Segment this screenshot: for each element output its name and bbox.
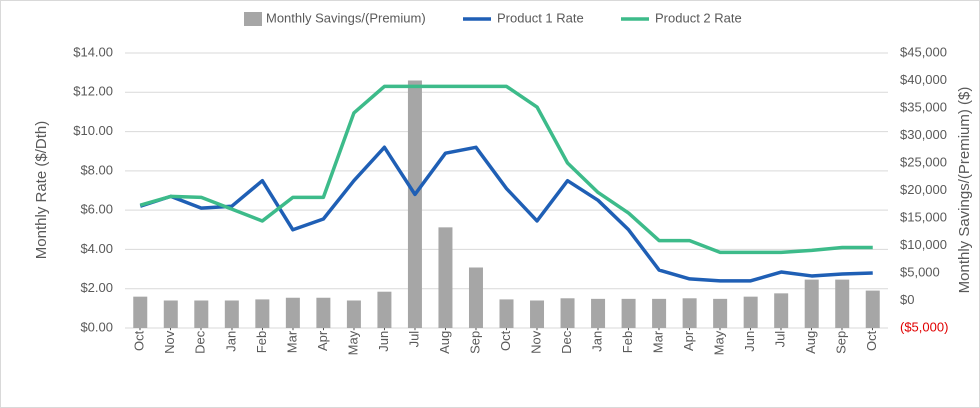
y-tick-label: $6.00 (80, 202, 113, 217)
legend-label: Monthly Savings/(Premium) (266, 10, 426, 25)
bar (133, 296, 148, 328)
bar (194, 300, 209, 328)
bar (530, 300, 545, 328)
bar (652, 298, 667, 328)
bar (346, 300, 361, 328)
bar (224, 300, 239, 328)
bar (468, 267, 483, 328)
y2-axis-label: Monthly Savings/(Premium) ($) (956, 87, 973, 294)
y2-tick-label: $35,000 (900, 99, 947, 114)
bar (163, 300, 178, 328)
bar (285, 297, 300, 328)
bar (438, 227, 453, 328)
y-axis-label: Monthly Rate ($/Dth) (33, 121, 50, 259)
bar (255, 299, 270, 328)
bar (621, 298, 636, 328)
legend-label: Product 2 Rate (655, 10, 742, 25)
y-tick-label: $4.00 (80, 241, 113, 256)
bar (865, 290, 880, 328)
bar (377, 291, 392, 328)
y2-tick-label: $45,000 (900, 44, 947, 59)
bar (774, 293, 789, 328)
y2-tick-label: $0 (900, 292, 914, 307)
bar (743, 296, 758, 328)
y-tick-label: $8.00 (80, 162, 113, 177)
bar (682, 298, 697, 328)
y2-tick-label: $30,000 (900, 127, 947, 142)
y-tick-label: $10.00 (73, 123, 113, 138)
y2-tick-label: $40,000 (900, 72, 947, 87)
y-tick-label: $0.00 (80, 319, 113, 334)
y-tick-label: $2.00 (80, 280, 113, 295)
bar (560, 298, 575, 328)
bar (591, 298, 606, 328)
line-series (139, 84, 873, 255)
bar (407, 80, 422, 328)
y-tick-label: $12.00 (73, 84, 113, 99)
legend-label: Product 1 Rate (497, 10, 584, 25)
y2-tick-label: $5,000 (900, 264, 940, 279)
bar (499, 299, 514, 328)
bar (804, 279, 819, 328)
bar (713, 298, 728, 328)
y2-tick-label: $20,000 (900, 182, 947, 197)
line-series (139, 145, 873, 283)
y2-tick-label: $25,000 (900, 154, 947, 169)
y2-tick-label: $15,000 (900, 209, 947, 224)
bar (316, 297, 331, 328)
y2-tick-label: ($5,000) (900, 319, 948, 334)
y-tick-label: $14.00 (73, 44, 113, 59)
y2-tick-label: $10,000 (900, 237, 947, 252)
legend-swatch (244, 12, 262, 26)
bar (835, 279, 850, 328)
